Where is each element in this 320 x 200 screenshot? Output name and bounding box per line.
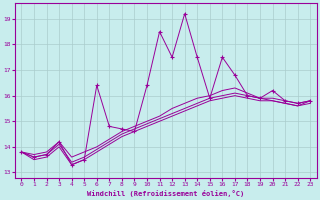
X-axis label: Windchill (Refroidissement éolien,°C): Windchill (Refroidissement éolien,°C) <box>87 190 244 197</box>
